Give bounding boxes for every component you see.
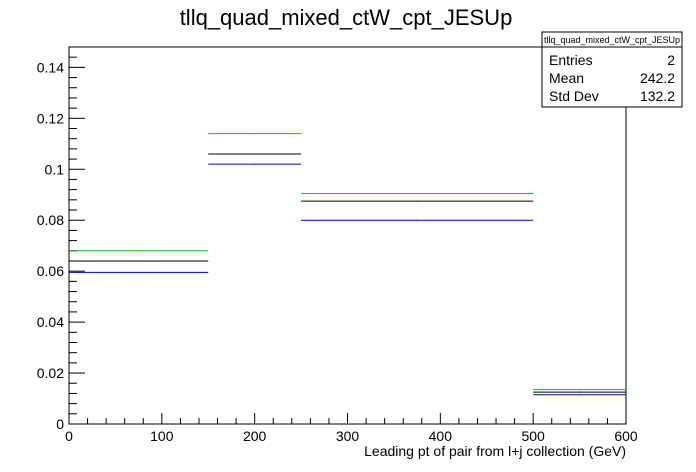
y-tick-label: 0.04 bbox=[37, 314, 64, 330]
y-tick-label: 0.08 bbox=[37, 212, 64, 228]
series-layer bbox=[69, 133, 626, 396]
stats-box: tllq_quad_mixed_ctW_cpt_JESUp Entries 2 … bbox=[541, 31, 683, 108]
x-tick-label: 500 bbox=[521, 428, 545, 444]
stats-mean-value: 242.2 bbox=[640, 70, 675, 86]
histogram-series-1 bbox=[69, 153, 626, 393]
stats-box-title: tllq_quad_mixed_ctW_cpt_JESUp bbox=[544, 35, 680, 45]
stats-box-frame bbox=[541, 31, 683, 108]
histogram-series-2 bbox=[69, 163, 626, 396]
y-axis: 0 0.02 0.04 0.06 0.08 0.1 0.12 0.14 bbox=[37, 46, 85, 432]
x-tick-label: 0 bbox=[65, 428, 73, 444]
y-tick-label: 0.14 bbox=[37, 59, 64, 75]
y-tick-label: 0.06 bbox=[37, 263, 64, 279]
histogram-series-0 bbox=[69, 133, 626, 391]
stats-entries-label: Entries bbox=[549, 52, 593, 68]
stats-stddev-label: Std Dev bbox=[549, 88, 599, 104]
stats-entries-value: 2 bbox=[667, 52, 675, 68]
y-tick-label: 0.02 bbox=[37, 365, 64, 381]
x-tick-label: 400 bbox=[429, 428, 453, 444]
x-tick-label: 300 bbox=[336, 428, 360, 444]
x-tick-label: 200 bbox=[243, 428, 267, 444]
stats-stddev-value: 132.2 bbox=[640, 88, 675, 104]
x-axis-label: Leading pt of pair from l+j collection (… bbox=[364, 443, 626, 459]
stats-mean-label: Mean bbox=[549, 70, 584, 86]
x-tick-label: 600 bbox=[614, 428, 638, 444]
chart-title: tllq_quad_mixed_ctW_cpt_JESUp bbox=[180, 5, 513, 30]
x-tick-label: 100 bbox=[150, 428, 174, 444]
x-axis: 0 100 200 300 400 500 600 bbox=[65, 413, 638, 444]
y-tick-label: 0.1 bbox=[45, 161, 65, 177]
y-tick-label: 0 bbox=[56, 416, 64, 432]
y-tick-label: 0.12 bbox=[37, 110, 64, 126]
